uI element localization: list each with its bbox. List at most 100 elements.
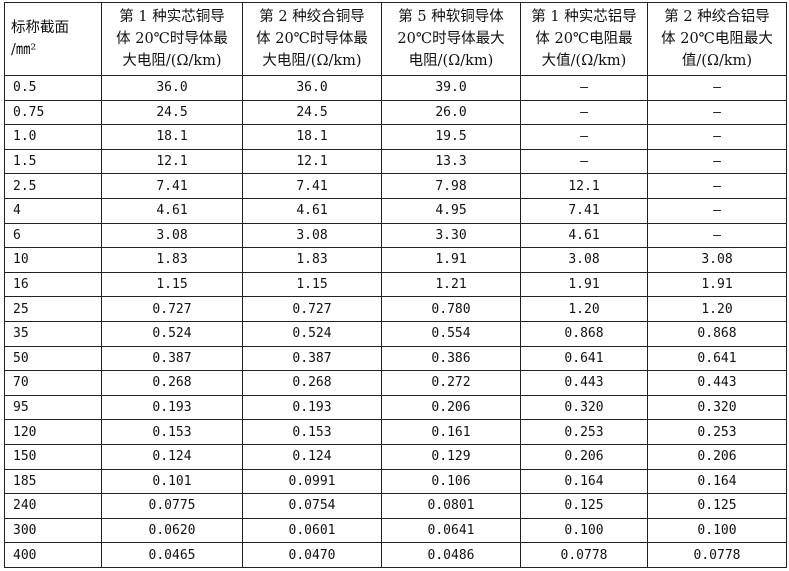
cross-section-cell: 10	[4, 247, 102, 273]
resistance-cell: 24.5	[101, 99, 243, 126]
resistance-cell: 18.1	[242, 124, 382, 150]
resistance-table: 标称截面 /㎜² 第 1 种实芯铜导 体 20℃时导体最 大电阻/(Ω/km) 第 …	[4, 2, 787, 568]
table-row: 25 0.727 0.727 0.780 1.20 1.20	[4, 296, 787, 322]
resistance-cell: 0.153	[101, 419, 243, 445]
resistance-cell: 4.61	[242, 197, 382, 224]
resistance-cell: 0.0778	[520, 542, 648, 568]
resistance-cell: —	[647, 222, 787, 249]
resistance-cell: 0.100	[647, 517, 787, 544]
table-row: 2.5 7.41 7.41 7.98 12.1—	[4, 173, 787, 199]
resistance-cell: 1.20	[520, 296, 648, 322]
resistance-cell: —	[520, 99, 648, 126]
resistance-cell: 1.83	[242, 247, 382, 273]
resistance-cell: 3.08	[520, 247, 648, 273]
cross-section-cell: 120	[4, 419, 102, 445]
table-row: 95 0.193 0.193 0.206 0.320 0.320	[4, 394, 787, 421]
resistance-cell: 39.0	[381, 75, 521, 101]
table-row: 16 1.15 1.15 1.21 1.91 1.91	[4, 271, 787, 298]
cross-section-cell: 95	[4, 394, 102, 421]
resistance-cell: 1.15	[101, 271, 243, 298]
resistance-cell: 0.253	[647, 419, 787, 445]
header-row: 标称截面 /㎜² 第 1 种实芯铜导 体 20℃时导体最 大电阻/(Ω/km) 第 …	[4, 2, 787, 76]
resistance-cell: —	[520, 75, 648, 101]
resistance-cell: 1.91	[647, 271, 787, 298]
resistance-cell: —	[520, 148, 648, 175]
resistance-cell: 0.268	[242, 370, 382, 396]
resistance-cell: 0.780	[381, 296, 521, 322]
resistance-cell: 0.106	[381, 468, 521, 495]
resistance-cell: 24.5	[242, 99, 382, 126]
table-row: 150 0.124 0.124 0.129 0.206 0.206	[4, 443, 787, 470]
resistance-cell: 4.95	[381, 197, 521, 224]
resistance-cell: 0.153	[242, 419, 382, 445]
table-row: 35 0.524 0.524 0.554 0.868 0.868	[4, 320, 787, 347]
resistance-cell: —	[647, 173, 787, 199]
cross-section-cell: 50	[4, 345, 102, 372]
resistance-cell: 0.253	[520, 419, 648, 445]
resistance-cell: 0.164	[520, 468, 648, 495]
resistance-cell: 0.206	[381, 394, 521, 421]
resistance-cell: 26.0	[381, 99, 521, 126]
resistance-cell: 1.21	[381, 271, 521, 298]
resistance-cell: —	[647, 148, 787, 175]
cross-section-cell: 300	[4, 517, 102, 544]
resistance-cell: 0.727	[101, 296, 243, 322]
table-row: 0.5 36.0 36.0 39.0— —	[4, 75, 787, 101]
resistance-cell: 19.5	[381, 124, 521, 150]
table-row: 185 0.101 0.0991 0.106 0.164 0.164	[4, 468, 787, 495]
resistance-cell: 0.125	[647, 493, 787, 519]
resistance-cell: —	[647, 197, 787, 224]
table-row: 70 0.268 0.268 0.272 0.443 0.443	[4, 370, 787, 396]
resistance-cell: 0.524	[242, 320, 382, 347]
resistance-cell: 7.41	[101, 173, 243, 199]
resistance-cell: 1.91	[381, 247, 521, 273]
resistance-cell: 0.206	[520, 443, 648, 470]
table-row: 0.75 24.5 24.5 26.0— —	[4, 99, 787, 126]
resistance-cell: 3.08	[647, 247, 787, 273]
resistance-cell: 0.868	[647, 320, 787, 347]
resistance-cell: 0.443	[647, 370, 787, 396]
cross-section-cell: 35	[4, 320, 102, 347]
resistance-cell: 0.124	[242, 443, 382, 470]
resistance-cell: 0.161	[381, 419, 521, 445]
cross-section-cell: 185	[4, 468, 102, 495]
resistance-cell: 36.0	[101, 75, 243, 101]
cross-section-cell: 0.75	[4, 99, 102, 126]
table-row: 6 3.08 3.08 3.30 4.61—	[4, 222, 787, 249]
cross-section-cell: 1.0	[4, 124, 102, 150]
table-row: 400 0.0465 0.0470 0.0486 0.0778 0.0778	[4, 542, 787, 568]
resistance-cell: 3.30	[381, 222, 521, 249]
resistance-cell: 0.268	[101, 370, 243, 396]
resistance-cell: 0.0465	[101, 542, 243, 568]
cross-section-cell: 240	[4, 493, 102, 519]
resistance-cell: 0.164	[647, 468, 787, 495]
resistance-cell: 1.20	[647, 296, 787, 322]
cross-section-cell: 70	[4, 370, 102, 396]
resistance-cell: 3.08	[242, 222, 382, 249]
resistance-cell: —	[647, 75, 787, 101]
cross-section-cell: 6	[4, 222, 102, 249]
cross-section-cell: 4	[4, 197, 102, 224]
resistance-cell: 0.443	[520, 370, 648, 396]
cross-section-cell: 1.5	[4, 148, 102, 175]
resistance-cell: 18.1	[101, 124, 243, 150]
resistance-cell: 0.641	[647, 345, 787, 372]
resistance-cell: 0.193	[242, 394, 382, 421]
resistance-cell: —	[520, 124, 648, 150]
resistance-cell: 0.0641	[381, 517, 521, 544]
resistance-cell: 0.727	[242, 296, 382, 322]
column-header: 第 1 种实芯铝导 体 20℃电阻最 大值/(Ω/km)	[520, 2, 648, 76]
resistance-cell: 7.41	[242, 173, 382, 199]
resistance-cell: 0.386	[381, 345, 521, 372]
resistance-cell: 12.1	[242, 148, 382, 175]
resistance-cell: 0.0801	[381, 493, 521, 519]
resistance-cell: 1.83	[101, 247, 243, 273]
resistance-cell: 0.0775	[101, 493, 243, 519]
resistance-cell: 1.91	[520, 271, 648, 298]
resistance-cell: 0.124	[101, 443, 243, 470]
resistance-cell: 0.524	[101, 320, 243, 347]
resistance-cell: 1.15	[242, 271, 382, 298]
resistance-cell: 0.320	[647, 394, 787, 421]
table-row: 300 0.0620 0.0601 0.0641 0.100 0.100	[4, 517, 787, 544]
cross-section-cell: 0.5	[4, 75, 102, 101]
